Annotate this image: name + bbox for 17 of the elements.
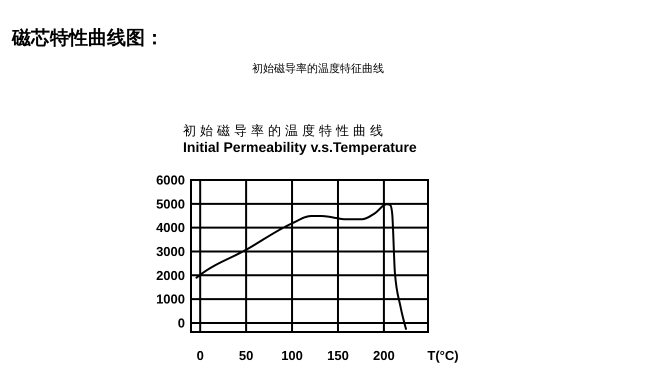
y-tick-label: 4000 — [156, 220, 185, 236]
x-tick-label: 0 — [196, 348, 204, 363]
x-tick-label: 200 — [373, 348, 395, 363]
y-tick-label: 2000 — [156, 268, 185, 283]
text: 初始磁导率的温度特性曲线 — [183, 123, 387, 138]
x-axis-title: T(°C) — [427, 348, 459, 363]
y-tick-label: 0 — [178, 315, 185, 330]
y-tick-label: 5000 — [156, 196, 185, 212]
x-tick-label: 100 — [281, 348, 303, 363]
text: Initial Permeability v.s.Temperature — [183, 139, 417, 155]
y-tick-label: 1000 — [156, 292, 185, 307]
x-tick-label: 50 — [238, 348, 254, 363]
y-tick-label: 6000 — [156, 172, 185, 188]
chart-title: 磁芯特性曲线图： — [11, 27, 164, 49]
chart-subtitle: 初始磁导率的温度特征曲线 — [252, 62, 384, 75]
x-tick-label: 150 — [327, 348, 349, 363]
y-tick-label: 3000 — [156, 244, 185, 260]
